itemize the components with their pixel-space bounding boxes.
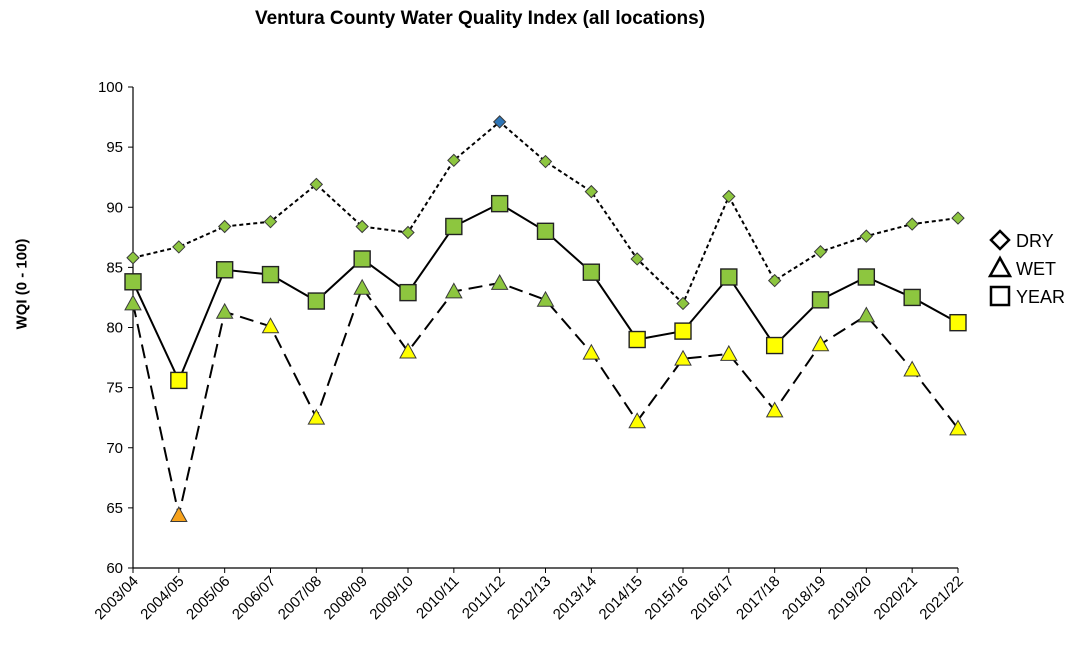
data-point-dry: [538, 154, 553, 169]
y-axis-title: WQI (0 - 100): [13, 238, 31, 330]
data-point-year: [765, 336, 784, 355]
data-point-dry: [492, 115, 507, 129]
data-point-wet: [490, 273, 509, 290]
legend-label-year: YEAR: [1016, 287, 1065, 307]
data-point-dry: [676, 296, 690, 311]
y-tick-label: 65: [106, 500, 123, 517]
x-tick-label: 2003/04: [91, 573, 141, 623]
series-line-dry: [132, 120, 959, 306]
data-point-year: [445, 217, 463, 236]
y-tick-label: 75: [106, 380, 123, 397]
legend-symbol-wet: [987, 255, 1013, 278]
data-point-year: [720, 268, 738, 286]
y-tick-label: 85: [106, 259, 123, 276]
data-point-dry: [217, 219, 232, 234]
x-tick-label: 2017/18: [733, 573, 783, 623]
data-point-year: [170, 371, 188, 390]
data-point-year: [124, 273, 142, 291]
data-point-year: [215, 261, 234, 279]
data-point-year: [261, 265, 280, 284]
legend-symbol-dry: [989, 229, 1011, 251]
legend-label-dry: DRY: [1016, 231, 1054, 251]
chart-title: Ventura County Water Quality Index (all …: [254, 8, 706, 29]
data-point-year: [811, 291, 830, 309]
data-point-dry: [355, 219, 369, 234]
y-tick-label: 60: [106, 560, 123, 577]
x-tick-label: 2014/15: [596, 573, 646, 623]
data-point-year: [536, 222, 555, 241]
data-point-wet: [399, 342, 417, 359]
data-point-wet: [903, 360, 922, 377]
legend-symbol-year: [989, 285, 1011, 307]
data-point-year: [582, 263, 601, 281]
data-point-wet: [169, 506, 188, 522]
y-tick-label: 70: [106, 440, 123, 457]
data-point-wet: [444, 282, 463, 299]
x-tick-label: 2006/07: [229, 573, 279, 623]
data-point-year: [857, 268, 876, 286]
data-point-wet: [674, 349, 692, 366]
data-point-dry: [447, 153, 461, 168]
x-tick-label: 2018/19: [779, 573, 829, 623]
data-point-dry: [126, 251, 140, 265]
data-point-dry: [263, 214, 278, 229]
data-point-dry: [813, 245, 828, 259]
x-tick-label: 2008/09: [321, 573, 371, 623]
x-tick-label: 2004/05: [137, 573, 187, 623]
data-point-wet: [857, 306, 876, 323]
x-tick-label: 2010/11: [413, 573, 463, 623]
data-point-wet: [215, 302, 234, 319]
x-tick-label: 2009/10: [366, 573, 416, 623]
data-point-dry: [905, 217, 919, 231]
data-point-year: [490, 194, 509, 213]
y-tick-label: 90: [106, 199, 123, 216]
data-point-year: [949, 313, 967, 332]
x-tick-label: 2020/21: [871, 573, 921, 623]
data-point-year: [628, 330, 646, 349]
data-point-dry: [309, 177, 324, 192]
data-point-dry: [767, 273, 782, 288]
x-tick-label: 2015/16: [641, 573, 691, 623]
data-point-year: [353, 250, 371, 268]
x-tick-label: 2007/08: [275, 573, 325, 623]
y-tick-label: 80: [106, 320, 123, 337]
y-tick-label: 95: [106, 139, 123, 156]
data-point-dry: [401, 225, 415, 240]
data-point-wet: [124, 294, 142, 311]
x-tick-label: 2012/13: [504, 573, 554, 623]
x-tick-label: 2021/22: [916, 573, 966, 623]
legend-label-wet: WET: [1016, 259, 1056, 279]
x-tick-label: 2011/12: [459, 573, 509, 623]
x-tick-label: 2005/06: [183, 573, 233, 623]
data-point-year: [307, 292, 326, 310]
data-point-wet: [765, 401, 784, 418]
data-point-wet: [949, 419, 967, 436]
data-point-dry: [584, 184, 599, 199]
data-point-dry: [630, 252, 644, 266]
y-tick-label: 100: [98, 79, 123, 96]
data-point-dry: [722, 189, 736, 204]
data-point-wet: [719, 344, 738, 361]
data-point-wet: [353, 278, 372, 295]
data-point-wet: [582, 343, 601, 360]
data-point-wet: [536, 290, 555, 307]
data-point-dry: [172, 240, 186, 254]
data-point-wet: [811, 335, 830, 352]
data-point-year: [674, 322, 692, 340]
x-tick-label: 2013/14: [550, 573, 600, 623]
x-tick-label: 2016/17: [687, 573, 737, 623]
data-point-year: [903, 288, 921, 307]
x-tick-label: 2019/20: [825, 573, 875, 623]
series-line-wet: [132, 281, 959, 516]
data-point-dry: [859, 229, 874, 243]
data-point-year: [399, 283, 417, 302]
data-point-wet: [307, 408, 326, 425]
data-point-dry: [951, 211, 965, 225]
data-point-wet: [628, 412, 647, 429]
data-point-wet: [261, 317, 280, 334]
